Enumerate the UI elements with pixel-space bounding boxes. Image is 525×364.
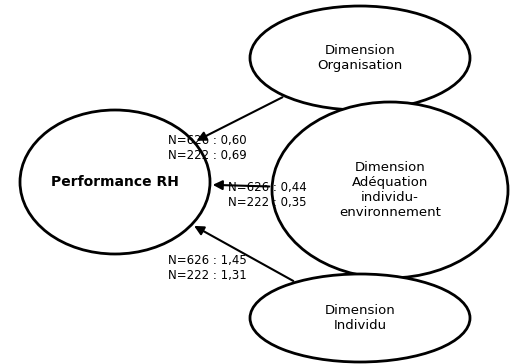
Ellipse shape bbox=[250, 274, 470, 362]
Text: Dimension
Adéquation
individu-
environnement: Dimension Adéquation individu- environne… bbox=[339, 161, 441, 219]
Text: N=626 : 1,45
N=222 : 1,31: N=626 : 1,45 N=222 : 1,31 bbox=[168, 254, 247, 282]
Ellipse shape bbox=[272, 102, 508, 278]
Text: Dimension
Individu: Dimension Individu bbox=[324, 304, 395, 332]
Ellipse shape bbox=[250, 6, 470, 110]
Text: N=626 : 0,60
N=222 : 0,69: N=626 : 0,60 N=222 : 0,69 bbox=[168, 134, 247, 162]
Text: N=626 : 0,44
N=222 : 0,35: N=626 : 0,44 N=222 : 0,35 bbox=[228, 181, 307, 209]
Ellipse shape bbox=[20, 110, 210, 254]
Text: Performance RH: Performance RH bbox=[51, 175, 179, 189]
Text: Dimension
Organisation: Dimension Organisation bbox=[318, 44, 403, 72]
